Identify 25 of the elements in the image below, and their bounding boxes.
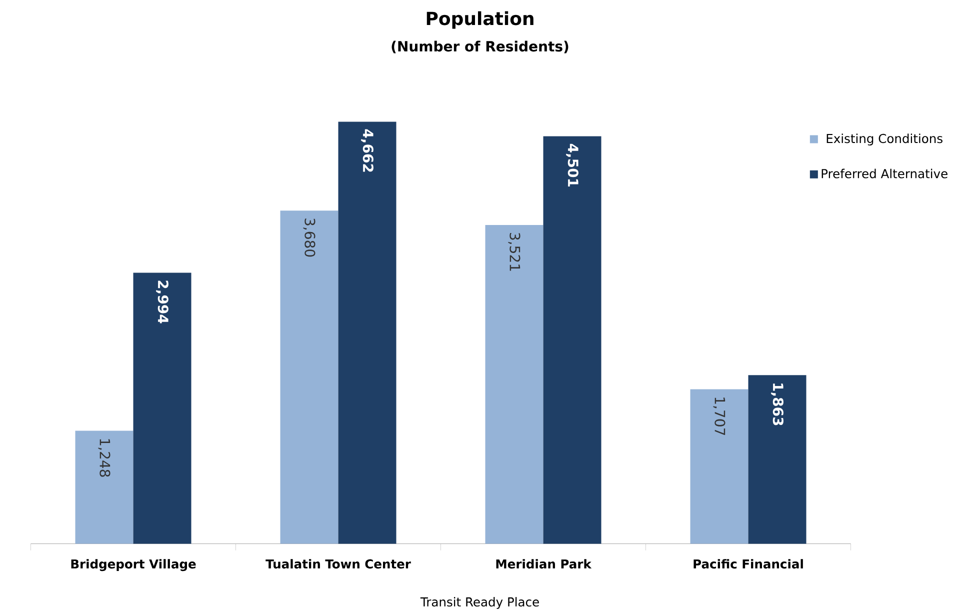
bar [748,375,806,544]
bar [133,272,192,544]
data-label: 2,994 [156,280,168,324]
bar [280,210,338,544]
data-label: 3,680 [303,218,316,257]
bar [75,430,134,544]
bar [485,224,544,544]
x-tick-label: Meridian Park [496,559,592,569]
bar [338,122,396,544]
bar [690,389,748,544]
x-tick-label: Pacific Financial [694,559,803,569]
bar [543,136,602,544]
legend-label: Preferred Alternative [822,168,948,178]
chart-title: Population [426,11,534,29]
data-label: 4,501 [566,144,578,187]
data-label: 4,662 [361,129,374,172]
x-tick-label: Tualatin Town Center [266,559,411,569]
x-tick-label: Bridgeport Village [71,559,196,572]
data-label: 3,521 [508,232,520,271]
chart-subtitle: (Number of Residents) [392,40,568,54]
data-label: 1,863 [771,384,784,426]
data-label: 1,248 [98,439,110,477]
legend-label: Existing Conditions [826,134,942,146]
data-label: 1,707 [713,398,726,435]
x-axis-title: Transit Ready Place [420,597,539,609]
